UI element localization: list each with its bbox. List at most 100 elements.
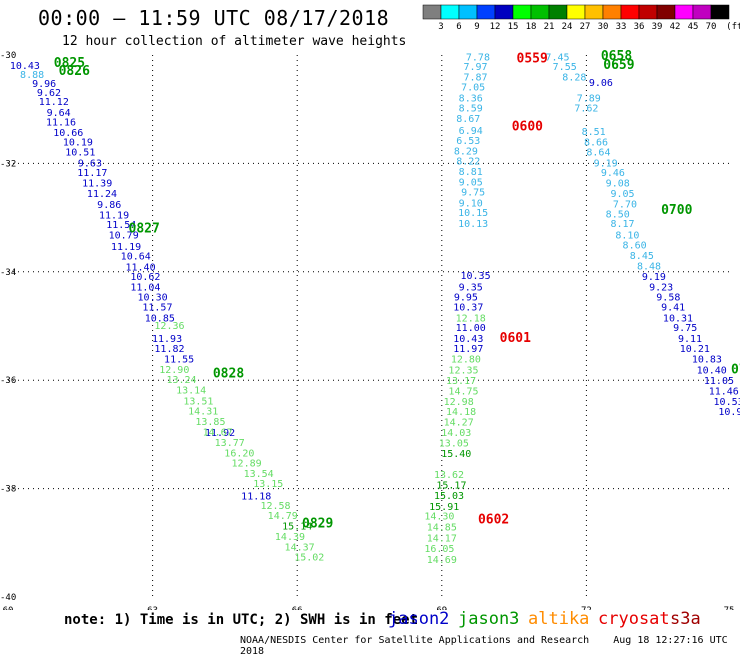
x-tick-label: 75: [724, 606, 735, 610]
footer-credit: NOAA/NESDIS Center for Satellite Applica…: [240, 635, 740, 657]
credit-text: NOAA/NESDIS Center for Satellite Applica…: [240, 635, 590, 646]
wave-height-point: 8.66: [584, 138, 608, 149]
wave-height-point: 9.95: [454, 293, 478, 304]
wave-height-point: 11.46: [709, 386, 739, 397]
wave-height-point: 10.51: [65, 147, 95, 158]
wave-height-point: 9.19: [594, 158, 618, 169]
y-tick-label: -36: [0, 376, 16, 386]
wave-height-point: 14.37: [285, 543, 315, 554]
satellite-legend-item: cryosat: [598, 609, 670, 629]
wave-height-point: 8.45: [630, 251, 654, 262]
color-scale-tick-label: 6: [456, 22, 462, 32]
wave-height-point: 14.03: [441, 428, 471, 439]
wave-height-point: 6.53: [456, 136, 480, 147]
wave-height-point: 9.19: [642, 272, 666, 283]
wave-height-point: 15.40: [441, 449, 471, 460]
color-scale-tick-label: 33: [615, 22, 627, 32]
wave-height-point: 8.60: [623, 241, 647, 252]
wave-height-point: 11.00: [456, 323, 486, 334]
pass-time-label: 0659: [603, 58, 634, 73]
wave-height-point: 13.24: [166, 375, 196, 386]
wave-height-point: 10.64: [121, 252, 151, 263]
wave-height-point: 12.80: [451, 355, 481, 366]
wave-height-point: 7.62: [574, 104, 598, 115]
pass-time-label: 0600: [512, 119, 543, 134]
wave-height-point: 11.54: [106, 220, 136, 231]
wave-height-point: 9.10: [459, 198, 483, 209]
wave-height-point: 10.40: [697, 365, 727, 376]
wave-height-point: 9.96: [32, 79, 56, 90]
wave-height-point: 11.93: [152, 334, 182, 345]
wave-height-point: 8.17: [611, 219, 635, 230]
satellite-legend-item: altika: [528, 609, 590, 629]
wave-height-point: 13.62: [434, 470, 464, 481]
color-scale-unit: (ft): [726, 22, 740, 32]
wave-height-point: 8.22: [456, 157, 480, 168]
wave-height-point: 9.64: [47, 108, 71, 119]
wave-height-point: 16.20: [224, 448, 254, 459]
wave-height-point: 10.91: [718, 407, 740, 418]
wave-height-point: 11.19: [99, 210, 129, 221]
wave-height-point: 13.14: [176, 385, 206, 396]
wave-height-point: 8.64: [586, 147, 610, 158]
wave-height-point: 12.89: [232, 459, 262, 470]
wave-height-point: 7.05: [461, 82, 485, 93]
wave-height-point: 10.21: [680, 344, 710, 355]
pass-time-label: 0559: [517, 52, 548, 67]
wave-height-point: 7.55: [553, 62, 577, 73]
wave-height-point: 13.17: [446, 376, 476, 387]
wave-height-point: 10.43: [453, 334, 483, 345]
pass-time-label: 0829: [302, 517, 333, 532]
wave-height-point: 9.62: [37, 88, 61, 99]
wave-height-point: 13.54: [244, 469, 274, 480]
color-scale-tick-label: 21: [543, 22, 555, 32]
x-tick-label: 60: [3, 606, 14, 610]
wave-height-point: 14.17: [427, 533, 457, 544]
wave-height-point: 8.10: [615, 230, 639, 241]
satellite-legend-item: jason3: [458, 609, 520, 629]
wave-height-point: 9.35: [459, 282, 483, 293]
pass-time-label: 070: [731, 362, 740, 377]
wave-height-point: 10.43: [10, 61, 40, 72]
wave-height-point: 10.62: [130, 272, 160, 283]
wave-height-point: 13.05: [439, 439, 469, 450]
wave-height-point: 8.59: [459, 104, 483, 115]
wave-height-point: 9.06: [589, 78, 613, 89]
wave-height-point: 11.12: [39, 97, 69, 108]
wave-height-point: 11.24: [87, 189, 117, 200]
y-tick-label: -40: [0, 593, 16, 603]
wave-height-point: 11.18: [241, 492, 271, 503]
wave-height-point: 10.13: [458, 219, 488, 230]
wave-height-point: 9.63: [78, 158, 102, 169]
color-scale-tick-label: 42: [669, 22, 681, 32]
x-tick-label: 72: [581, 606, 592, 610]
wave-height-point: 9.46: [601, 168, 625, 179]
wave-height-point: 7.70: [613, 200, 637, 211]
wave-height-point: 8.88: [20, 70, 44, 81]
wave-height-point: 14.39: [275, 532, 305, 543]
color-scale-tick-label: 12: [489, 22, 501, 32]
wave-height-point: 9.11: [678, 334, 702, 345]
color-scale-tick-label: 24: [561, 22, 573, 32]
wave-height-point: 12.35: [448, 365, 478, 376]
pass-time-label: 0658: [601, 49, 632, 64]
wave-height-point: 11.05: [704, 376, 734, 387]
wave-height-point: 15.91: [429, 502, 459, 513]
wave-height-point: 8.51: [582, 127, 606, 138]
wave-height-point: 11.04: [130, 282, 160, 293]
x-tick-label: 66: [292, 606, 303, 610]
page-subtitle: 12 hour collection of altimeter wave hei…: [62, 34, 407, 49]
wave-height-point: 10.79: [109, 230, 139, 241]
y-tick-label: -38: [0, 485, 16, 495]
wave-height-point: 9.05: [459, 177, 483, 188]
color-scale-tick-label: 30: [597, 22, 609, 32]
wave-height-point: 12.58: [260, 501, 290, 512]
color-scale-tick-label: 36: [633, 22, 645, 32]
y-tick-label: -30: [0, 51, 16, 61]
wave-height-point: 9.23: [649, 282, 673, 293]
pass-time-label: 0826: [59, 64, 90, 79]
wave-height-point: 8.28: [562, 73, 586, 84]
wave-height-point: 11.39: [82, 178, 112, 189]
wave-height-point: 7.45: [545, 53, 569, 64]
y-tick-label: -32: [0, 159, 16, 169]
